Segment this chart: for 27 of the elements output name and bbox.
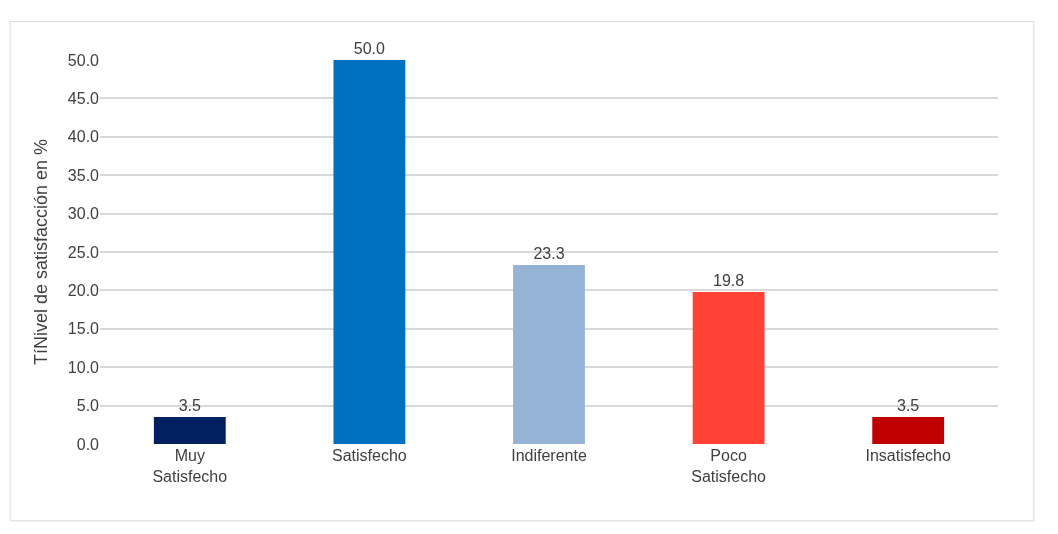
data-label: 23.3 xyxy=(533,245,565,263)
y-tick-label: 35.0 xyxy=(67,166,100,184)
bar xyxy=(872,417,945,444)
bar xyxy=(692,291,765,444)
y-tick-label: 15.0 xyxy=(67,320,100,338)
y-tick-label: 25.0 xyxy=(67,243,100,261)
bar xyxy=(333,60,406,444)
data-label: 3.5 xyxy=(897,397,920,415)
x-tick-label: Satisfecho xyxy=(332,447,407,464)
data-label: 19.8 xyxy=(712,271,745,289)
x-tick-label: Insatisfecho xyxy=(865,447,951,464)
y-tick-label: 30.0 xyxy=(67,205,100,223)
bar xyxy=(153,417,226,444)
x-tick-label: Indiferente xyxy=(511,447,587,464)
data-label: 3.5 xyxy=(178,397,201,415)
data-label: 50.0 xyxy=(353,40,386,57)
y-axis-title: TíNivel de satisfacción en % xyxy=(31,138,52,366)
y-tick-label: 50.0 xyxy=(67,51,100,69)
bar xyxy=(513,265,585,444)
y-tick-label: 45.0 xyxy=(67,90,100,107)
x-tick-label: Muy Satisfecho xyxy=(152,447,228,485)
y-tick-label: 5.0 xyxy=(76,397,100,415)
y-tick-label: 0.0 xyxy=(76,435,100,453)
y-tick-label: 10.0 xyxy=(67,358,100,376)
y-tick-label: 20.0 xyxy=(67,282,100,299)
y-tick-label: 40.0 xyxy=(67,128,100,146)
x-tick-label: Poco Satisfecho xyxy=(691,447,767,485)
